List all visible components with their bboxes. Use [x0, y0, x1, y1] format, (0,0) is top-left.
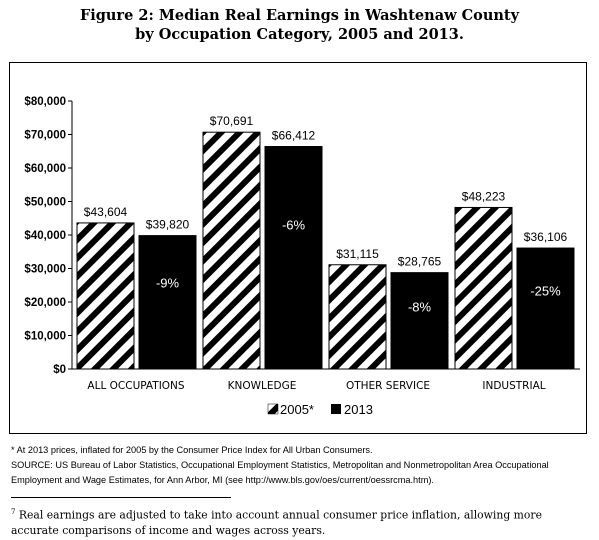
y-tick-label: $20,000 [24, 297, 66, 309]
footnote-7-marker: 7 [11, 508, 16, 516]
change-label: -6% [282, 217, 306, 232]
bar-2005 [202, 131, 261, 370]
y-tick-label: $30,000 [24, 264, 66, 276]
data-label-2013: $39,820 [146, 218, 190, 232]
category-label: KNOWLEDGE [228, 380, 297, 392]
bar-2005 [76, 222, 135, 370]
bar-2013 [264, 146, 323, 370]
chart-title: Figure 2: Median Real Earnings in Washte… [0, 6, 599, 44]
change-label: -8% [408, 299, 432, 314]
change-label: -9% [156, 275, 180, 290]
legend-swatch-2005 [267, 403, 279, 415]
data-label-2005: $70,691 [210, 114, 254, 128]
y-tick-label: $50,000 [24, 197, 66, 209]
footnote-source-line2: Employment and Wage Estimates, for Ann A… [11, 475, 434, 485]
legend-label-2013: 2013 [344, 402, 373, 417]
bar-2005 [328, 264, 387, 370]
legend-swatch-2013 [331, 404, 341, 414]
footnote-divider [11, 497, 231, 498]
footnote-7-line1: Real earnings are adjusted to take into … [15, 508, 542, 522]
bar-2013 [138, 235, 197, 370]
bar-2013 [516, 247, 575, 370]
footnote-source-line1: SOURCE: US Bureau of Labor Statistics, O… [11, 460, 549, 470]
y-tick-label: $70,000 [24, 130, 66, 142]
data-label-2013: $28,765 [398, 255, 442, 269]
y-tick-label: $60,000 [24, 163, 66, 175]
footnote-7-line2: accurate comparisons of income and wages… [11, 523, 326, 537]
y-tick-label: $10,000 [24, 331, 66, 343]
data-label-2005: $48,223 [462, 189, 506, 203]
data-label-2013: $36,106 [524, 230, 568, 244]
data-label-2005: $43,604 [84, 205, 128, 219]
footnote-7: 7 Real earnings are adjusted to take int… [11, 505, 591, 538]
data-label-2005: $31,115 [336, 247, 379, 261]
data-label-2013: $66,412 [272, 129, 316, 143]
y-tick-label: $80,000 [24, 96, 66, 108]
footnotes: * At 2013 prices, inflated for 2005 by t… [11, 443, 591, 488]
chart-title-line2: by Occupation Category, 2005 and 2013. [135, 26, 464, 43]
y-tick-label: $40,000 [24, 230, 66, 242]
legend-label-2005: 2005* [280, 402, 314, 417]
y-tick-label: $0 [53, 364, 66, 376]
bar-chart: $0 $10,000 $20,000 $30,000 $40,000 $50,000 $60… [24, 96, 580, 417]
change-label: -25% [530, 283, 561, 298]
footnote-star: * At 2013 prices, inflated for 2005 by t… [11, 445, 373, 455]
chart-title-line1: Figure 2: Median Real Earnings in Washte… [79, 7, 520, 24]
bar-2013 [390, 272, 449, 370]
category-label: OTHER SERVICE [346, 380, 430, 392]
category-label: INDUSTRIAL [482, 380, 545, 392]
chart-frame [9, 62, 587, 434]
bar-2005 [454, 206, 513, 370]
category-label: ALL OCCUPATIONS [87, 380, 184, 392]
